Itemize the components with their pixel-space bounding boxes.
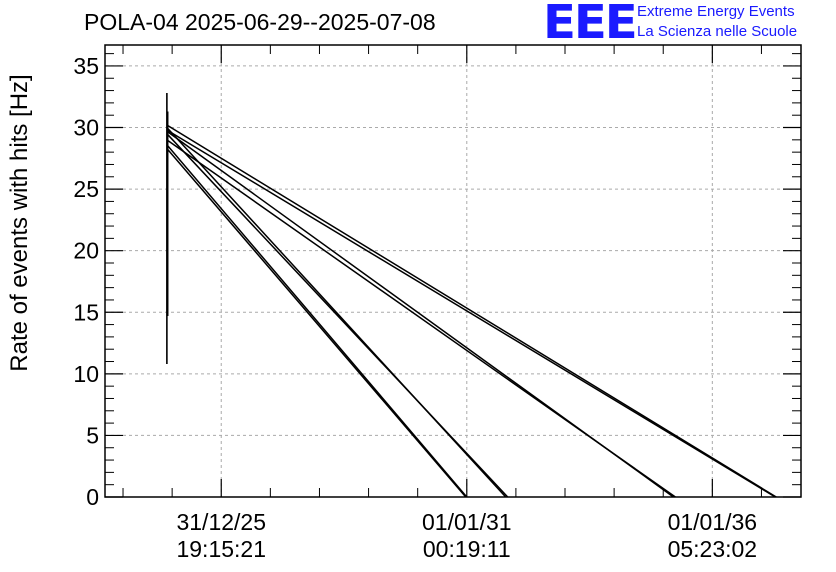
- x-tick-label-time: 00:19:11: [423, 536, 511, 562]
- y-tick-label: 20: [73, 238, 99, 264]
- y-tick-label: 5: [86, 422, 99, 448]
- series-line-line6: [166, 139, 676, 498]
- data-series: [166, 93, 777, 498]
- axis-ticks: [105, 45, 801, 498]
- eee-logo: EEE Extreme Energy Events La Scienza nel…: [543, 0, 833, 48]
- series-line-line1: [166, 147, 467, 498]
- logo-subtitle-line2: La Scienza nelle Scuole: [637, 23, 798, 40]
- y-tick-label: 25: [73, 176, 99, 202]
- y-tick-label: 30: [73, 115, 99, 141]
- x-tick-label-time: 05:23:02: [668, 536, 758, 562]
- y-axis-label: Rate of events with hits [Hz]: [6, 74, 33, 371]
- x-tick-label-date: 31/12/25: [176, 509, 266, 535]
- y-tick-label: 10: [73, 361, 99, 387]
- series-line-line8: [166, 124, 777, 498]
- y-tick-label: 35: [73, 53, 99, 79]
- y-tick-label: 0: [86, 484, 99, 510]
- eee-logo-mark: EEE: [543, 0, 638, 49]
- x-tick-label-date: 01/01/36: [668, 509, 758, 535]
- series-line-line7: [166, 129, 776, 498]
- series-line-line4: [166, 133, 509, 498]
- logo-subtitle-line1: Extreme Energy Events: [637, 3, 795, 20]
- x-tick-label-time: 19:15:21: [176, 536, 266, 562]
- chart-title: POLA-04 2025-06-29--2025-07-08: [84, 9, 436, 35]
- x-tick-label-date: 01/01/31: [422, 509, 512, 535]
- y-tick-labels: 0 5 10 15 20 25 30 35: [73, 53, 99, 510]
- series-line-line2: [166, 144, 468, 498]
- grid: [105, 45, 801, 497]
- plot-frame: [104, 44, 802, 498]
- y-tick-label: 15: [73, 299, 99, 325]
